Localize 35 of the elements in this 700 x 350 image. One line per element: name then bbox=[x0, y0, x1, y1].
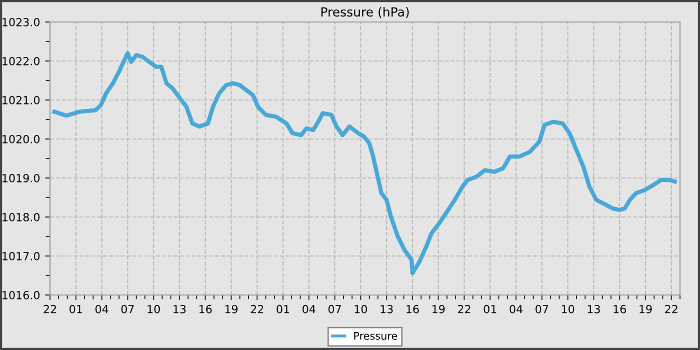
x-tick-label: 10 bbox=[562, 304, 574, 314]
x-tick-label: 04 bbox=[510, 304, 522, 314]
x-tick-label: 16 bbox=[614, 304, 626, 314]
x-tick-label: 07 bbox=[328, 304, 341, 314]
y-tick-label: 1022.0 bbox=[2, 56, 40, 66]
x-tick-label: 10 bbox=[354, 304, 368, 314]
x-tick-label: 01 bbox=[276, 304, 290, 314]
x-tick-label: 01 bbox=[70, 304, 82, 314]
x-tick-label: 13 bbox=[380, 304, 393, 314]
y-tick-label: 1019.0 bbox=[2, 174, 40, 182]
x-tick-label: 19 bbox=[640, 304, 652, 314]
x-tick-label: 16 bbox=[406, 304, 419, 314]
x-tick-label: 19 bbox=[432, 304, 445, 314]
y-tick-label: 1018.0 bbox=[2, 212, 40, 222]
x-tick-label: 22 bbox=[458, 304, 470, 314]
x-tick-label: 07 bbox=[121, 304, 134, 314]
x-tick-label: 16 bbox=[199, 304, 212, 314]
y-tick-label: 1023.0 bbox=[2, 18, 40, 26]
y-tick-label: 1016.0 bbox=[2, 290, 40, 300]
x-tick-label: 01 bbox=[484, 304, 496, 314]
y-tick-label: 1017.0 bbox=[2, 252, 40, 260]
x-tick-label: 04 bbox=[302, 304, 316, 314]
x-tick-label: 22 bbox=[665, 304, 678, 314]
x-tick-label: 22 bbox=[250, 304, 264, 314]
x-tick-label: 07 bbox=[536, 304, 548, 314]
x-tick-label: 13 bbox=[174, 304, 186, 314]
chart-title: Pressure (hPa) bbox=[321, 6, 409, 18]
x-tick-label: 04 bbox=[95, 304, 108, 314]
x-tick-label: 19 bbox=[225, 304, 238, 314]
y-tick-label: 1021.0 bbox=[2, 96, 40, 104]
y-tick-label: 1020.0 bbox=[2, 134, 40, 144]
x-tick-label: 10 bbox=[148, 304, 160, 314]
x-tick-label: 22 bbox=[44, 304, 56, 314]
legend-label: Pressure bbox=[354, 332, 398, 340]
x-tick-label: 13 bbox=[588, 304, 600, 314]
